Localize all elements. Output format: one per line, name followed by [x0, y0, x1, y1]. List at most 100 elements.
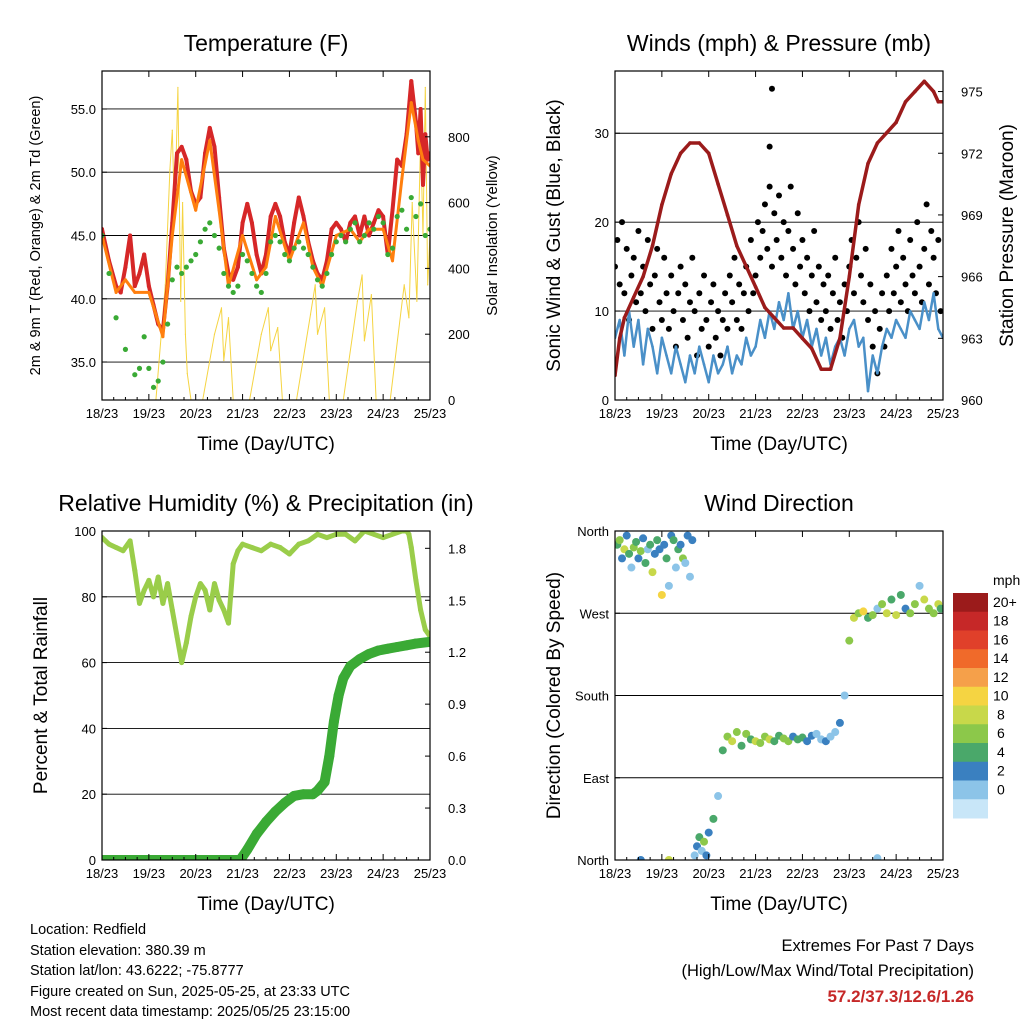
- series-gust-point: [834, 316, 841, 323]
- y-tick-label: North: [577, 524, 609, 539]
- series-gust-point: [794, 210, 801, 217]
- series-gust-point: [663, 290, 670, 297]
- series-relative-humidity-point: [230, 561, 236, 567]
- series-total-precipitation-point: [382, 643, 393, 654]
- series-station-pressure-point: [631, 295, 636, 299]
- series-sonic-wind-point: [880, 345, 884, 348]
- series-total-precipitation-point: [312, 785, 323, 796]
- series-relative-humidity-point: [315, 531, 321, 537]
- series-2m-t-point: [420, 182, 425, 187]
- series-2m-td-point: [165, 321, 171, 327]
- colorbar-swatch: [953, 705, 988, 725]
- series-sonic-wind-point: [698, 345, 701, 348]
- series-2m-td-point: [268, 239, 274, 245]
- series-relative-humidity-point: [361, 531, 367, 534]
- series-gust-point: [647, 281, 654, 288]
- series-gust-point: [818, 316, 825, 323]
- series-2m-t-point: [146, 284, 151, 289]
- series-gust-point: [750, 290, 757, 297]
- series-direction-point: [634, 554, 643, 563]
- series-gust-point: [785, 228, 792, 235]
- series-2m-td-point: [160, 359, 166, 365]
- series-relative-humidity-point: [132, 567, 138, 573]
- series-gust-point: [696, 290, 703, 297]
- series-2m-td-point: [113, 315, 119, 321]
- series-station-pressure-point: [931, 89, 936, 94]
- series-solar-insolation-point: [181, 202, 184, 204]
- series-gust-point: [888, 245, 895, 252]
- series-relative-humidity-point: [216, 597, 222, 603]
- series-2m-t-line: [102, 79, 430, 333]
- series-relative-humidity-point: [399, 531, 405, 534]
- series-sonic-wind-point: [904, 336, 907, 340]
- series-sonic-wind-point: [899, 327, 903, 331]
- series-total-precipitation-point: [345, 661, 356, 672]
- series-gust-point: [886, 308, 893, 315]
- series-solar-insolation-point: [164, 284, 166, 286]
- series-gust-point: [615, 263, 618, 270]
- series-direction-point: [662, 554, 671, 563]
- series-relative-humidity-point: [324, 535, 330, 541]
- series-2m-td-point: [183, 264, 189, 270]
- series-2m-t-point: [296, 195, 301, 200]
- series-gust-point: [806, 308, 813, 315]
- series-gust-point: [925, 281, 932, 288]
- series-gust-point: [858, 272, 864, 279]
- series-gust-point: [764, 245, 771, 252]
- series-gust-point: [616, 281, 623, 288]
- y-tick-label: 20: [82, 787, 96, 802]
- series-relative-humidity-point: [188, 614, 194, 620]
- series-sonic-wind-point: [927, 318, 931, 322]
- y-tick-label-right: 800: [448, 130, 470, 145]
- series-sonic-wind-point: [848, 327, 851, 331]
- series-relative-humidity-point: [258, 548, 264, 554]
- series-direction-point: [737, 741, 746, 750]
- series-gust-point: [722, 290, 729, 297]
- series-direction-point: [812, 729, 821, 738]
- x-tick-label: 20/23: [692, 866, 725, 881]
- series-relative-humidity-point: [197, 581, 203, 587]
- series-2m-td-point: [239, 251, 246, 258]
- series-2m-t-point: [123, 265, 128, 270]
- series-direction-point: [742, 729, 751, 738]
- series-gust-point: [827, 325, 834, 332]
- series-gust-point: [705, 343, 712, 350]
- colorbar-label: 2: [997, 763, 1005, 779]
- series-2m-t-point: [423, 132, 428, 137]
- series-gust-point: [850, 290, 857, 297]
- series-sonic-wind-point: [805, 318, 809, 322]
- series-2m-td-point: [300, 245, 307, 251]
- series-direction-point: [873, 854, 882, 860]
- series-sonic-wind-point: [782, 318, 785, 322]
- series-gust-point: [686, 299, 693, 306]
- x-tick-label: 22/23: [273, 866, 306, 881]
- colorbar-swatch: [953, 780, 988, 800]
- y-tick-label: East: [583, 771, 609, 786]
- series-2m-t-point: [367, 233, 372, 238]
- series-9m-t-point: [147, 290, 151, 294]
- colorbar-label: 4: [997, 744, 1005, 760]
- series-gust-point: [677, 263, 684, 270]
- series-9m-t-point: [133, 290, 137, 294]
- series-sonic-wind-point: [923, 300, 926, 304]
- series-gust-point: [703, 316, 710, 323]
- y-tick-label: 40: [82, 721, 96, 736]
- series-sonic-wind-point: [693, 372, 696, 375]
- series-total-precipitation-point: [324, 751, 335, 762]
- series-gust-point: [914, 219, 921, 226]
- y-tick-label: 30: [595, 126, 609, 141]
- y-axis-label: Direction (Colored By Speed): [544, 572, 565, 819]
- series-solar-insolation-point: [277, 327, 279, 329]
- series-station-pressure-point: [847, 274, 852, 279]
- series-2m-t-point: [278, 214, 283, 219]
- series-solar-insolation-point: [424, 86, 426, 89]
- series-9m-t-point: [416, 139, 420, 143]
- series-gust-point: [754, 219, 761, 226]
- series-solar-insolation-point: [416, 300, 418, 302]
- series-gust-point: [668, 272, 675, 279]
- chart-temperature: 18/23 19/23 20/23 21/23 22/23 23/23 24/23 25/23…: [28, 30, 501, 455]
- series-direction-point: [906, 609, 915, 618]
- series-relative-humidity-point: [406, 531, 412, 537]
- most-recent-timestamp: Most recent data timestamp: 2025/05/25 2…: [30, 1004, 351, 1020]
- y-tick-label: 45.0: [71, 229, 96, 244]
